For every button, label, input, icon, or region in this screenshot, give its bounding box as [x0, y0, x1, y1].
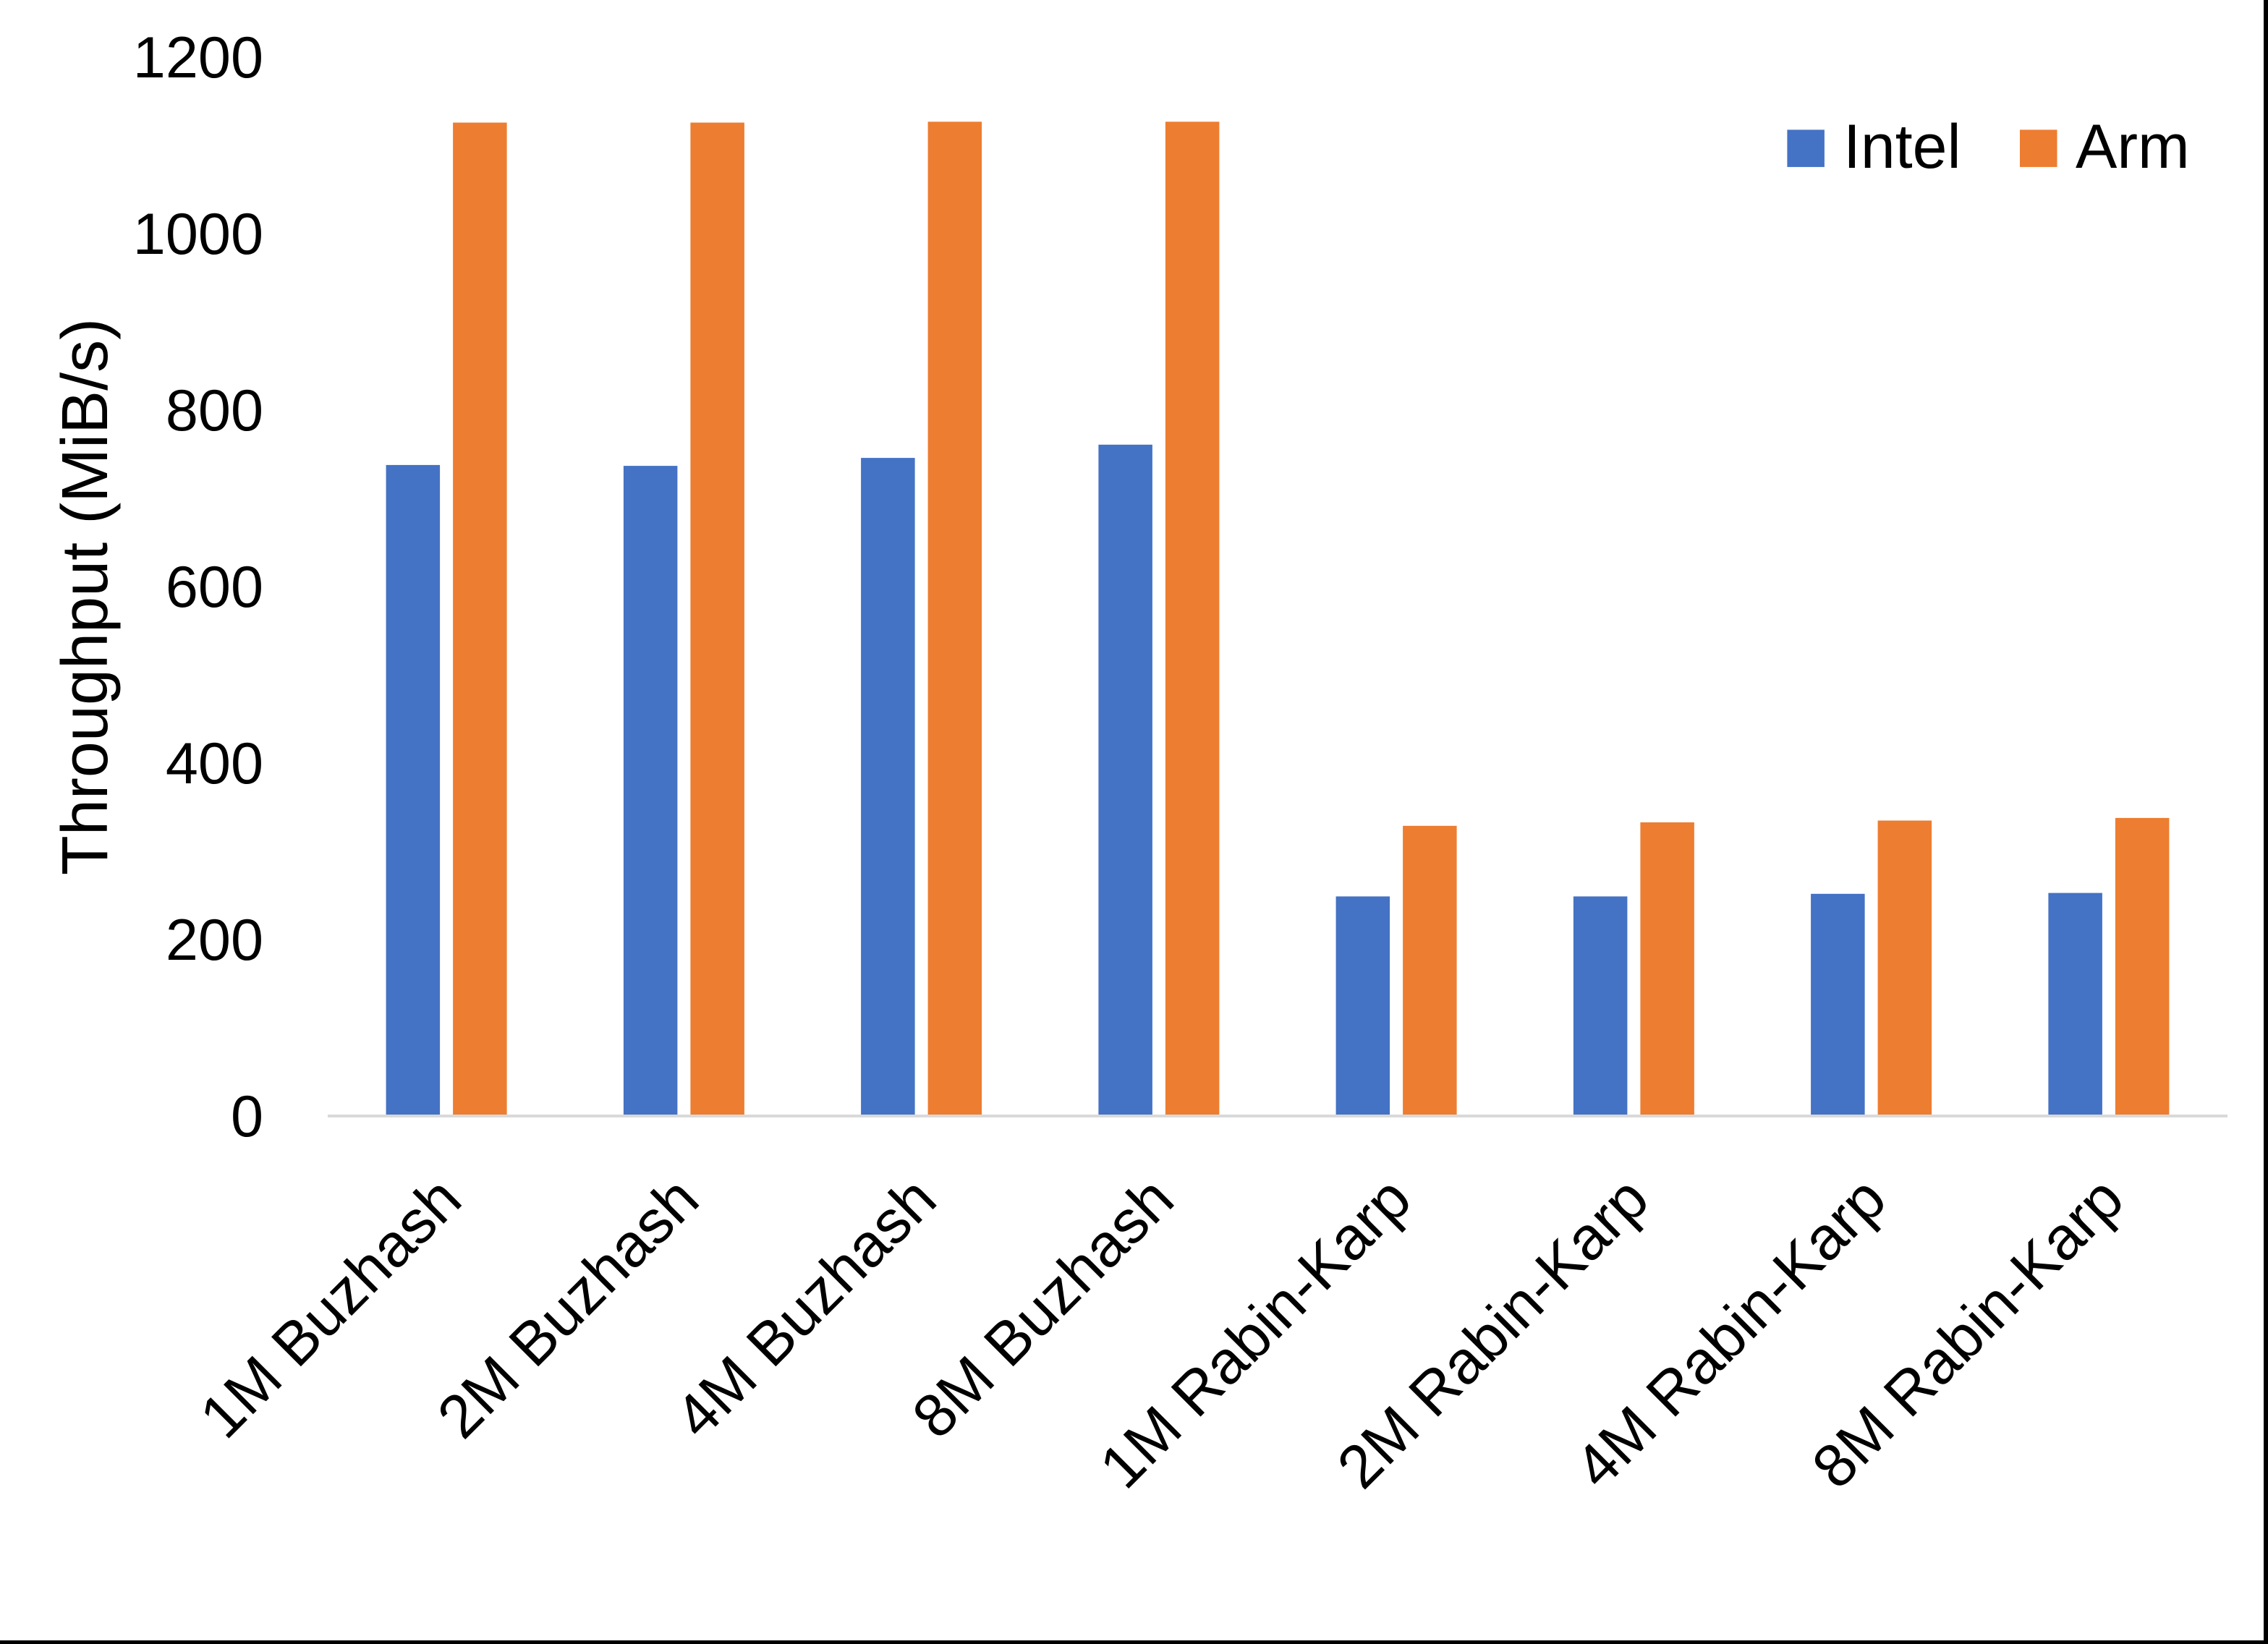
y-tick-label: 800 [166, 378, 263, 443]
bar-intel-8m-buzhash [1098, 444, 1152, 1115]
bar-arm-1m-buzhash [453, 122, 507, 1115]
bars-group [386, 122, 2170, 1115]
bar-intel-2m-buzhash [623, 466, 678, 1115]
legend: Intel Arm [1787, 112, 2190, 182]
y-tick-label: 600 [166, 555, 263, 620]
bar-intel-1m-buzhash [386, 464, 441, 1115]
bar-intel-4m-buzhash [861, 458, 915, 1115]
bar-intel-2m-rabin-karp [1573, 896, 1628, 1115]
y-tick-label: 1000 [133, 202, 263, 267]
bar-arm-8m-buzhash [1165, 122, 1220, 1115]
y-tick-label: 200 [166, 908, 263, 973]
y-axis-title: Throughput (MiB/s) [49, 318, 122, 875]
bar-arm-2m-buzhash [690, 122, 744, 1115]
bar-intel-8m-rabin-karp [2048, 893, 2102, 1115]
bar-arm-8m-rabin-karp [2115, 817, 2170, 1115]
window-edge-right [2264, 0, 2268, 1644]
bar-arm-1m-rabin-karp [1403, 825, 1457, 1115]
y-tick-label: 1200 [133, 25, 263, 90]
legend-label-intel: Intel [1843, 112, 1961, 182]
bar-intel-1m-rabin-karp [1335, 896, 1390, 1115]
y-tick-label: 400 [166, 731, 263, 796]
bar-arm-4m-rabin-karp [1877, 820, 1932, 1115]
window-edge-bottom [0, 1640, 2268, 1644]
bar-intel-4m-rabin-karp [1811, 893, 1865, 1115]
legend-swatch-intel [1787, 129, 1825, 167]
legend-swatch-arm [2020, 129, 2057, 167]
y-tick-labels-group: 0 200 400 600 800 1000 1200 [133, 25, 263, 1149]
y-tick-label: 0 [231, 1084, 263, 1149]
bar-arm-2m-rabin-karp [1640, 822, 1694, 1115]
bar-arm-4m-buzhash [927, 122, 982, 1115]
legend-label-arm: Arm [2076, 112, 2190, 182]
